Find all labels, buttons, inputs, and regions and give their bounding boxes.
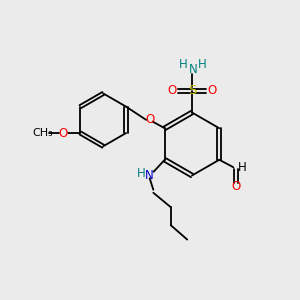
Text: N: N (189, 63, 198, 76)
Text: H: H (198, 58, 207, 71)
Text: H: H (238, 161, 247, 174)
Text: H: H (179, 58, 188, 71)
Text: O: O (145, 113, 154, 126)
Text: O: O (167, 84, 176, 98)
Text: O: O (208, 84, 217, 98)
Text: H: H (137, 167, 146, 180)
Text: N: N (145, 169, 154, 182)
Text: O: O (58, 127, 68, 140)
Text: S: S (188, 84, 196, 98)
Text: O: O (231, 180, 240, 193)
Text: CH₃: CH₃ (32, 128, 53, 138)
